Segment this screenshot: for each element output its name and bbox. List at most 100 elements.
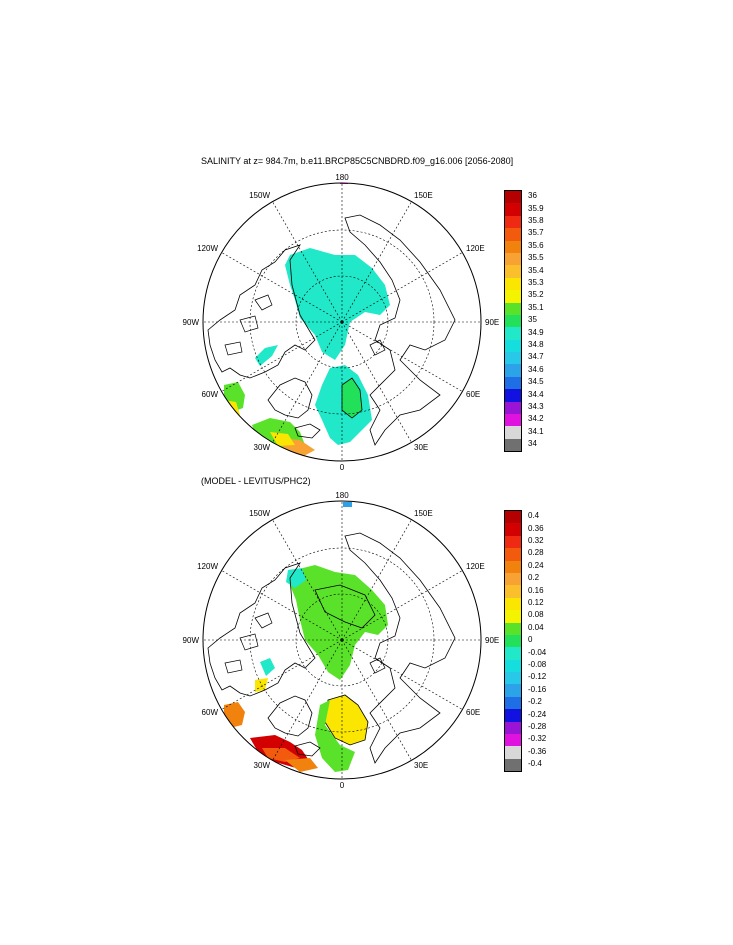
bottom-colorbar — [504, 510, 522, 773]
colorbar-label: 0.04 — [528, 622, 544, 632]
colorbar-swatch — [505, 548, 521, 561]
colorbar-label: 35 — [528, 315, 537, 325]
bottom-pole-dot — [343, 502, 352, 507]
top-lon-label: 30W — [254, 443, 271, 452]
bottom-panel-title: (MODEL - LEVITUS/PHC2) — [201, 476, 311, 486]
colorbar-swatch — [505, 389, 521, 402]
bottom-lon-labels: 180 150E 120E 90E 60E 30E 0 30W 60W 90W … — [183, 491, 500, 790]
colorbar-label: -0.16 — [528, 684, 547, 694]
bottom-coast-iceland — [294, 741, 321, 757]
top-lon-label: 60E — [466, 390, 480, 399]
colorbar-label: 35.6 — [528, 240, 544, 250]
colorbar-label: 0 — [528, 635, 533, 645]
colorbar-label: 0.4 — [528, 511, 540, 521]
colorbar-label: 0.28 — [528, 548, 544, 558]
colorbar-swatch — [505, 352, 521, 365]
top-coast-iceland — [294, 423, 321, 439]
colorbar-label: 35.9 — [528, 203, 544, 213]
colorbar-swatch — [505, 314, 521, 328]
colorbar-label: -0.32 — [528, 734, 547, 744]
colorbar-swatch — [505, 659, 521, 673]
top-colorbar — [504, 190, 522, 453]
bottom-lon-label: 0 — [340, 781, 345, 790]
bottom-lon-label: 90W — [183, 636, 200, 645]
bottom-lon-label: 120E — [466, 562, 485, 571]
bottom-coast-north-america — [207, 562, 316, 697]
colorbar-swatch — [505, 560, 521, 573]
colorbar-label: 35.4 — [528, 265, 544, 275]
bottom-map-border — [202, 500, 482, 780]
colorbar-swatch — [505, 647, 521, 660]
colorbar-swatch — [505, 672, 521, 685]
colorbar-label: 35.8 — [528, 216, 544, 225]
bottom-lon-label: 60W — [202, 708, 219, 717]
colorbar-swatch — [505, 327, 521, 340]
colorbar-swatch — [505, 302, 521, 315]
colorbar-swatch — [505, 252, 521, 266]
top-coast-eurasia — [344, 214, 456, 446]
colorbar-label: -0.2 — [528, 697, 542, 707]
top-lon-label: 60W — [202, 390, 219, 399]
bottom-arctic-basin-field — [290, 565, 388, 680]
bottom-lon-label: 30E — [414, 761, 428, 770]
colorbar-label: -0.28 — [528, 722, 547, 731]
colorbar-swatch — [505, 610, 521, 623]
colorbar-label: 34 — [528, 439, 537, 449]
bottom-coast-islands — [224, 612, 386, 674]
bottom-labrador-orange — [224, 702, 245, 728]
bottom-atlantic-orange — [262, 748, 300, 762]
colorbar-label: 35.5 — [528, 253, 544, 263]
colorbar-label: -0.08 — [528, 660, 547, 669]
colorbar-label: 36 — [528, 191, 537, 201]
colorbar-label: -0.04 — [528, 647, 547, 657]
colorbar-swatch — [505, 277, 521, 291]
colorbar-swatch — [505, 240, 521, 253]
colorbar-label: -0.24 — [528, 709, 547, 719]
top-lon-label: 150W — [249, 191, 270, 200]
colorbar-swatch — [505, 290, 521, 303]
colorbar-swatch — [505, 572, 521, 586]
colorbar-swatch — [505, 684, 521, 697]
bottom-coast-eurasia — [344, 532, 456, 764]
bottom-lon-label: 60E — [466, 708, 480, 717]
colorbar-swatch — [505, 215, 521, 229]
top-panel-title: SALINITY at z= 984.7m, b.e11.BRCP85C5CNB… — [201, 156, 514, 166]
colorbar-swatch — [505, 523, 521, 536]
top-lon-label: 120E — [466, 244, 485, 253]
bottom-polar-map: 180 150E 120E 90E 60E 30E 0 30W 60W 90W … — [183, 491, 500, 790]
top-coast-north-america — [207, 244, 316, 379]
bottom-arctic-contour — [314, 584, 376, 629]
top-lon-label: 90E — [485, 318, 499, 327]
colorbar-swatch — [505, 622, 521, 635]
colorbar-swatch — [505, 401, 521, 415]
colorbar-swatch — [505, 511, 521, 524]
colorbar-label: 35.3 — [528, 278, 544, 287]
colorbar-label: 34.1 — [528, 426, 544, 436]
top-lon-label: 120W — [197, 244, 218, 253]
colorbar-swatch — [505, 339, 521, 353]
top-polar-map: 180 150E 120E 90E 60E 30E 0 30W 60W 90W … — [183, 173, 500, 472]
top-lon-label: 90W — [183, 318, 200, 327]
colorbar-swatch — [505, 265, 521, 278]
colorbar-swatch — [505, 228, 521, 241]
colorbar-label: 34.8 — [528, 340, 544, 349]
colorbar-swatch — [505, 746, 521, 759]
top-baffin-field — [255, 345, 278, 366]
top-map-border — [202, 182, 482, 462]
colorbar-label: 0.24 — [528, 560, 544, 570]
top-arctic-basin-field — [285, 248, 390, 360]
colorbar-label: -0.4 — [528, 759, 542, 769]
colorbar-label: 0.08 — [528, 610, 544, 620]
bottom-nordic-yellow — [324, 694, 369, 746]
colorbar-swatch — [505, 634, 521, 648]
colorbar-swatch — [505, 376, 521, 390]
bottom-lon-label: 150W — [249, 509, 270, 518]
top-lon-labels: 180 150E 120E 90E 60E 30E 0 30W 60W 90W … — [183, 173, 500, 472]
bottom-lon-label: 180 — [335, 491, 349, 500]
colorbar-label: 34.5 — [528, 377, 544, 387]
bottom-baffin-field — [260, 658, 275, 676]
bottom-lon-label: 30W — [254, 761, 271, 770]
colorbar-swatch — [505, 535, 521, 549]
colorbar-swatch — [505, 585, 521, 598]
